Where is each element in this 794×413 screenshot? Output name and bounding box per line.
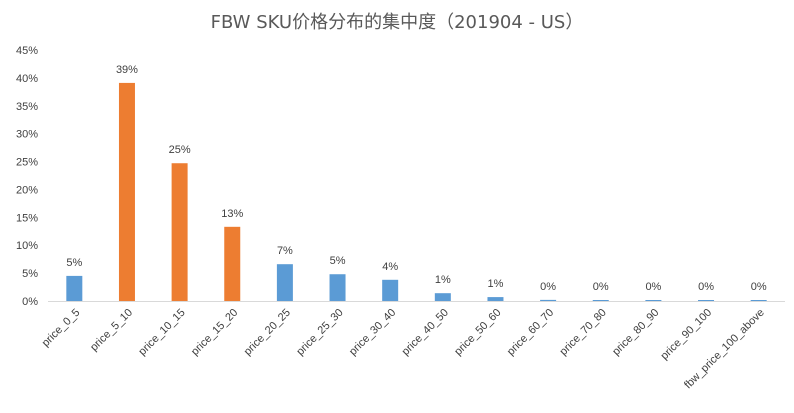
y-tick-label: 25% (16, 157, 38, 169)
data-label: 0% (751, 281, 767, 293)
x-tick-label: price_0_5 (40, 307, 83, 350)
x-tick-label: price_10_15 (136, 307, 187, 358)
bar (118, 82, 135, 301)
data-label: 0% (540, 281, 556, 293)
y-tick-label: 0% (22, 296, 38, 308)
x-tick-label: price_60_70 (505, 307, 556, 358)
data-label: 1% (435, 274, 451, 286)
x-tick-label: price_70_80 (558, 307, 609, 358)
data-label: 13% (221, 208, 243, 220)
y-tick-label: 30% (16, 129, 38, 141)
data-label: 5% (66, 257, 82, 269)
y-tick-label: 40% (16, 73, 38, 85)
bar (698, 300, 715, 301)
data-label: 4% (382, 261, 398, 273)
bar (171, 163, 188, 301)
data-label: 7% (277, 245, 293, 257)
x-tick-label: price_5_10 (88, 307, 135, 354)
bar (329, 274, 346, 301)
bar (434, 293, 451, 301)
bar (66, 275, 83, 301)
x-tick-label: price_15_20 (189, 307, 240, 358)
bar (645, 300, 662, 301)
bar (592, 300, 609, 301)
x-tick-label: price_40_50 (400, 307, 451, 358)
x-tick-label: price_50_60 (452, 307, 503, 358)
y-tick-label: 20% (16, 184, 38, 196)
bar (487, 297, 504, 301)
y-tick-label: 10% (16, 240, 38, 252)
data-label: 39% (116, 64, 138, 76)
x-tick-label: price_80_90 (610, 307, 661, 358)
data-label: 25% (169, 144, 191, 156)
y-tick-label: 45% (16, 45, 38, 57)
x-tick-label: price_25_30 (294, 307, 345, 358)
y-tick-label: 5% (22, 268, 38, 280)
bar (276, 264, 293, 301)
y-tick-label: 35% (16, 101, 38, 113)
bar (224, 226, 241, 301)
data-label: 0% (593, 281, 609, 293)
x-tick-label: price_20_25 (242, 307, 293, 358)
chart-title: FBW SKU价格分布的集中度（201904 - US） (210, 12, 584, 33)
data-label: 1% (488, 278, 504, 290)
x-tick-label: price_30_40 (347, 307, 398, 358)
y-tick-label: 15% (16, 212, 38, 224)
data-label: 5% (330, 255, 346, 267)
bar (382, 279, 399, 301)
data-label: 0% (645, 281, 661, 293)
x-tick-label: price_90_100 (659, 307, 715, 363)
bar (540, 299, 557, 301)
bar (750, 300, 767, 301)
data-label: 0% (698, 281, 714, 293)
